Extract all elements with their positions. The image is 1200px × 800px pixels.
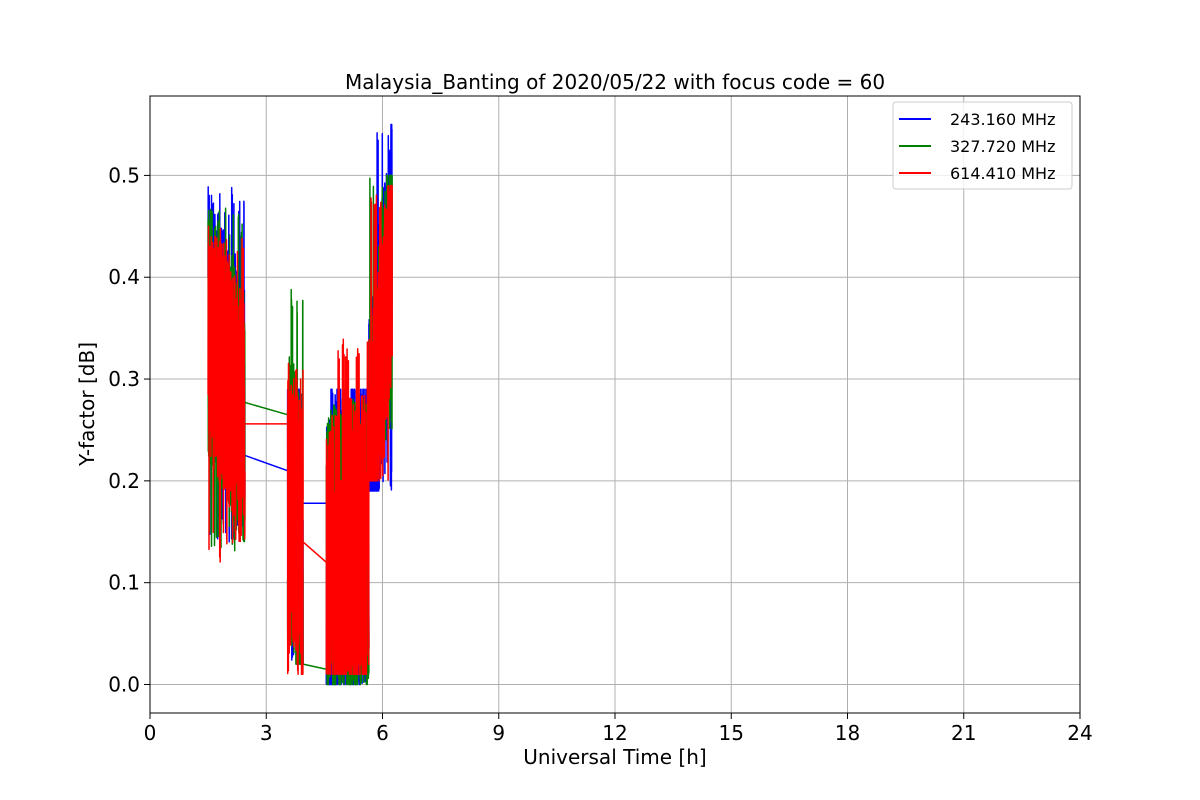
x-tick-label-0: 0 [144, 721, 157, 745]
y-axis-label: Y-factor [dB] [75, 342, 99, 467]
series-2-segment-2 [325, 338, 370, 676]
x-tick-label-7: 21 [951, 721, 976, 745]
y-axis: 0.0 0.1 0.2 0.3 0.4 0.5 [108, 163, 150, 696]
legend-box [892, 101, 1073, 190]
x-axis-label: Universal Time [h] [523, 745, 706, 769]
legend-label-0: 243.160 MHz [950, 110, 1055, 129]
x-tick-label-6: 18 [835, 721, 860, 745]
legend-label-1: 327.720 MHz [950, 137, 1055, 156]
chart-title: Malaysia_Banting of 2020/05/22 with focu… [345, 70, 885, 94]
x-tick-label-5: 15 [719, 721, 744, 745]
y-tick-label-2: 0.2 [108, 469, 140, 493]
series-2-segment-0 [207, 225, 246, 563]
series-2-segment-1 [286, 362, 304, 676]
x-tick-label-8: 24 [1067, 721, 1092, 745]
series-1-connector-0 [244, 401, 288, 416]
series-2-connector-1 [302, 541, 327, 563]
series-0-connector-0 [244, 454, 288, 472]
legend-label-2: 614.410 MHz [950, 164, 1055, 183]
y-tick-label-0: 0.0 [108, 672, 140, 696]
x-tick-label-2: 6 [376, 721, 389, 745]
y-tick-label-4: 0.4 [108, 265, 140, 289]
series-layer [207, 123, 393, 686]
x-axis: 0 3 6 9 12 15 18 21 24 [144, 713, 1093, 745]
x-tick-label-3: 9 [492, 721, 505, 745]
x-tick-label-1: 3 [260, 721, 273, 745]
series-2 [207, 184, 393, 676]
y-tick-label-5: 0.5 [108, 163, 140, 187]
series-2-segment-3 [368, 184, 393, 482]
x-tick-label-4: 12 [602, 721, 627, 745]
y-tick-label-3: 0.3 [108, 367, 140, 391]
y-tick-label-1: 0.1 [108, 571, 140, 595]
series-1-connector-1 [302, 663, 327, 670]
legend: 243.160 MHz 327.720 MHz 614.410 MHz [892, 101, 1073, 190]
